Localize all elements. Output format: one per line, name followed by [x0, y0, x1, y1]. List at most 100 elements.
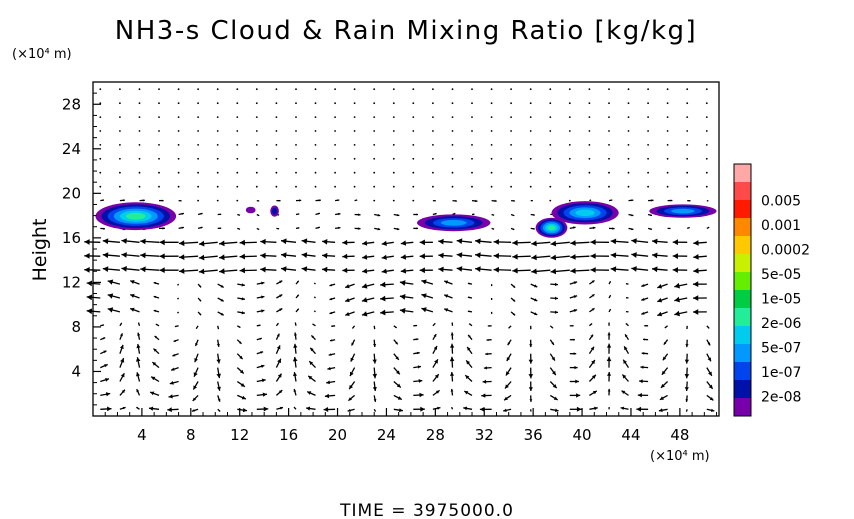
wind-vector-214: [255, 102, 258, 105]
wind-vector-215: [255, 88, 258, 91]
wind-vector-612: [570, 240, 590, 246]
wind-vector-408: [432, 406, 441, 410]
wind-vector-763: [705, 144, 708, 146]
wind-vector-591: [568, 199, 571, 202]
wind-vector-383: [392, 88, 395, 91]
wind-vector-501: [490, 116, 493, 118]
wind-vector-72: [148, 406, 160, 411]
wind-vector-155: [198, 254, 218, 261]
cloud-region-0: [95, 202, 177, 231]
wind-vectors: [84, 88, 715, 413]
wind-vector-380: [392, 130, 395, 132]
wind-vector-519: [511, 199, 515, 202]
colorbar-swatch-6: [734, 272, 751, 291]
wind-vector-119: [177, 88, 180, 91]
wind-vector-537: [530, 283, 538, 288]
wind-vector-635: [590, 253, 610, 259]
wind-vector-403: [412, 144, 415, 146]
wind-vector-171: [236, 367, 245, 374]
wind-vector-70: [138, 102, 141, 105]
wind-vector-474: [471, 157, 473, 160]
wind-vector-197: [256, 337, 262, 341]
wind-vector-492: [475, 238, 492, 245]
wind-vector-196: [256, 351, 264, 355]
wind-vector-74: [150, 376, 160, 383]
wind-vector-546: [529, 157, 532, 160]
wind-vector-431: [432, 88, 434, 91]
wind-vector-444: [438, 238, 453, 245]
x-tick-label-32: 32: [475, 426, 494, 444]
wind-vector-198: [256, 324, 261, 327]
wind-vector-587: [550, 254, 570, 261]
wind-vector-736: [686, 185, 689, 188]
wind-vector-297: [329, 283, 336, 287]
wind-vector-341: [373, 339, 377, 348]
wind-vector-753: [692, 281, 707, 287]
wind-vector-182: [237, 213, 241, 216]
wind-vector-46: [119, 102, 121, 105]
wind-vector-34: [102, 266, 120, 272]
wind-vector-113: [177, 171, 180, 174]
wind-vector-620: [588, 130, 591, 132]
wind-vector-334: [353, 102, 356, 105]
wind-vector-172: [236, 353, 244, 360]
wind-vector-499: [490, 144, 493, 146]
wind-vector-695: [647, 88, 649, 91]
wind-vector-723: [684, 367, 690, 379]
colorbar-label-2: 0.0002: [761, 243, 810, 259]
wind-vector-462: [468, 323, 473, 327]
wind-vector-338: [372, 381, 377, 392]
wind-vector-199: [256, 309, 265, 313]
y-tick-label-12: 12: [62, 273, 81, 291]
wind-vector-761: [705, 171, 708, 174]
wind-vector-570: [549, 157, 552, 160]
wind-vector-418: [419, 267, 433, 274]
wind-vector-706: [651, 266, 668, 273]
wind-vector-190: [236, 102, 239, 105]
wind-vector-281: [314, 171, 317, 174]
wind-vector-433: [450, 388, 454, 396]
wind-vector-237: [275, 116, 278, 118]
wind-vector-120: [191, 408, 199, 412]
wind-vector-448: [451, 185, 454, 188]
wind-vector-450: [451, 157, 454, 160]
wind-vector-575: [549, 88, 552, 91]
wind-vector-561: [550, 282, 559, 287]
wind-vector-655: [625, 310, 629, 313]
time-label: TIME = 3975000.0: [339, 501, 514, 519]
wind-vector-580: [569, 352, 577, 355]
wind-vector-551: [529, 88, 532, 91]
wind-vector-740: [686, 130, 689, 132]
wind-vector-124: [194, 353, 199, 363]
wind-vector-681: [641, 283, 649, 288]
wind-vector-274: [301, 266, 316, 272]
wind-vector-368: [380, 295, 394, 302]
wind-vector-184: [236, 185, 239, 188]
wind-vector-494: [491, 213, 495, 216]
wind-vector-529: [529, 395, 533, 402]
wind-vector-693: [647, 116, 649, 118]
wind-vector-243: [292, 356, 298, 368]
wind-vector-636: [590, 239, 610, 245]
wind-vector-674: [639, 379, 649, 384]
wind-vector-73: [149, 391, 160, 397]
wind-vector-449: [451, 171, 454, 174]
wind-vector-644: [608, 130, 610, 132]
wind-vector-131: [178, 254, 199, 260]
wind-vector-388: [413, 351, 420, 355]
wind-vector-69: [138, 116, 141, 118]
wind-vector-20: [99, 130, 102, 132]
wind-vector-461: [467, 334, 473, 341]
wind-vector-443: [438, 252, 453, 259]
wind-vector-726: [686, 325, 688, 330]
wind-vector-169: [237, 394, 247, 400]
y-axis: 4 8 12 16 20 24 28: [62, 92, 101, 406]
wind-vector-146: [216, 381, 221, 391]
wind-vector-25: [119, 389, 126, 396]
wind-vector-183: [236, 199, 239, 202]
cloud-region-5: [551, 201, 619, 225]
wind-vector-622: [588, 102, 591, 105]
wind-vector-605: [588, 334, 594, 341]
wind-vector-619: [588, 144, 591, 146]
wind-vector-112: [177, 185, 180, 188]
